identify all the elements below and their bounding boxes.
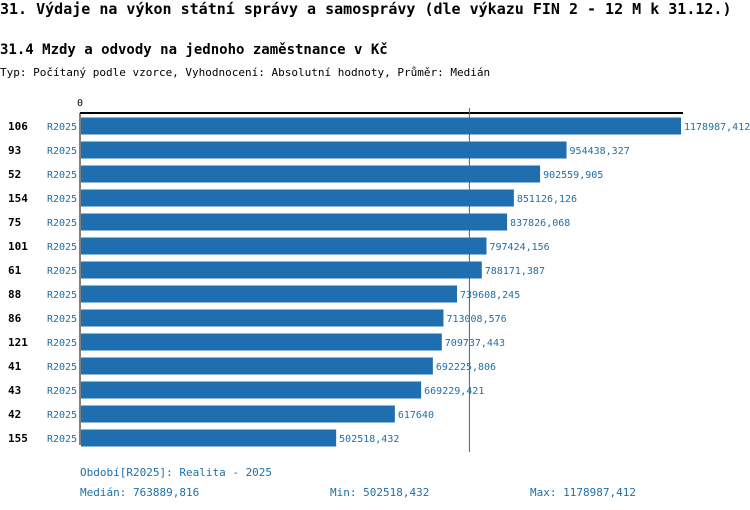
value-label-101: 797424,156 [489,242,549,253]
value-label-121: 709737,443 [445,338,505,349]
value-label-93: 954438,327 [570,146,630,157]
footer-period: Období[R2025]: Realita - 2025 [80,466,273,479]
bar-42 [81,405,395,423]
bar-86 [81,309,444,327]
value-label-106: 1178987,412 [684,122,750,133]
chart-subtitle: 31.4 Mzdy a odvody na jednoho zaměstnanc… [0,42,388,58]
row-series-43: R2025 [47,386,77,397]
bar-106 [81,117,681,135]
row-series-42: R2025 [47,410,77,421]
chart-meta: Typ: Počítaný podle vzorce, Vyhodnocení:… [0,66,491,79]
bar-61 [81,261,482,279]
row-id-41: 41 [8,360,22,373]
bar-43 [81,381,422,399]
row-series-154: R2025 [47,194,77,205]
row-id-101: 101 [8,240,28,253]
value-label-154: 851126,126 [517,194,577,205]
axis-zero-label: 0 [77,98,83,109]
row-id-93: 93 [8,144,21,157]
value-label-52: 902559,905 [543,170,603,181]
value-label-88: 739608,245 [460,290,520,301]
row-id-43: 43 [8,384,21,397]
row-id-42: 42 [8,408,21,421]
bar-75 [81,213,508,231]
row-series-88: R2025 [47,290,77,301]
row-series-155: R2025 [47,434,77,445]
bar-101 [81,237,487,255]
row-id-88: 88 [8,288,21,301]
page-title: 31. Výdaje na výkon státní správy a samo… [0,0,732,18]
value-label-41: 692225,806 [436,362,496,373]
row-series-41: R2025 [47,362,77,373]
value-label-61: 788171,387 [485,266,545,277]
row-id-75: 75 [8,216,21,229]
bar-52 [81,165,541,183]
footer-max: Max: 1178987,412 [530,486,636,499]
row-series-101: R2025 [47,242,77,253]
value-label-155: 502518,432 [339,434,399,445]
value-label-86: 713008,576 [446,314,506,325]
row-id-106: 106 [8,120,28,133]
row-id-86: 86 [8,312,22,325]
footer-min: Min: 502518,432 [330,486,430,499]
bar-121 [81,333,442,351]
bar-41 [81,357,433,375]
bar-155 [81,429,337,447]
footer-median: Medián: 763889,816 [80,486,200,499]
row-id-52: 52 [8,168,21,181]
row-id-121: 121 [8,336,28,349]
row-series-61: R2025 [47,266,77,277]
row-series-121: R2025 [47,338,77,349]
row-series-75: R2025 [47,218,77,229]
row-series-52: R2025 [47,170,77,181]
row-id-155: 155 [8,432,28,445]
row-series-106: R2025 [47,122,77,133]
row-series-93: R2025 [47,146,77,157]
row-id-61: 61 [8,264,22,277]
row-series-86: R2025 [47,314,77,325]
row-id-154: 154 [8,192,28,205]
bar-93 [81,141,567,159]
bar-154 [81,189,514,207]
bar-88 [81,285,458,303]
value-label-75: 837826,068 [510,218,570,229]
value-label-43: 669229,421 [424,386,484,397]
value-label-42: 617640 [398,410,434,421]
